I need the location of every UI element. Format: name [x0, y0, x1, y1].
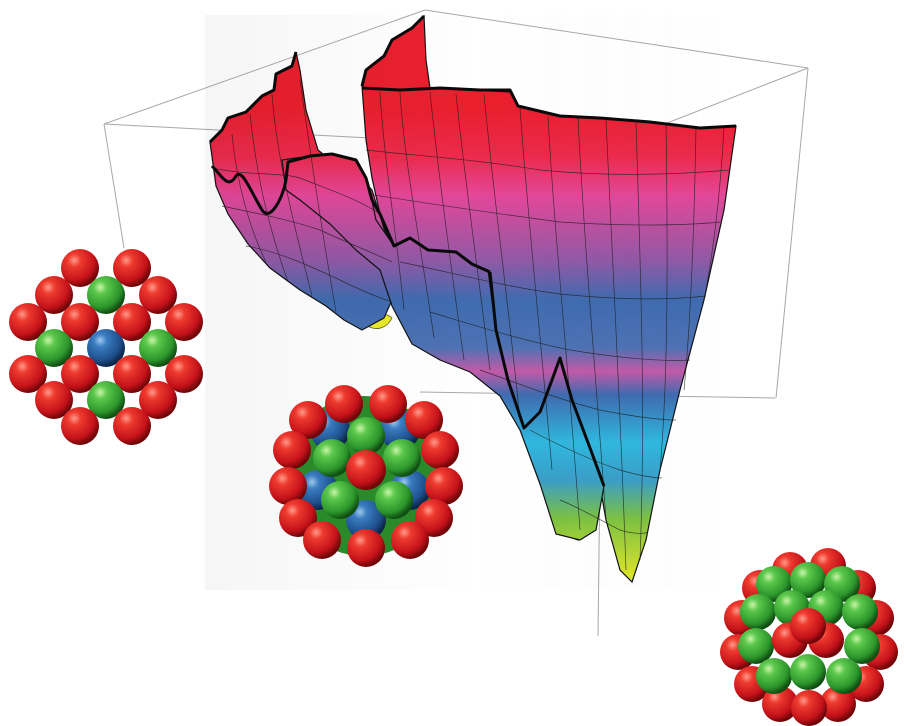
atom-red [9, 355, 47, 393]
surface-ridge-lines [208, 14, 737, 487]
atom-green [383, 439, 421, 477]
atom-green [740, 594, 776, 630]
atom-red [391, 521, 429, 559]
atom-red [820, 686, 856, 722]
atom-red [139, 381, 177, 419]
atom-green [790, 562, 826, 598]
atom-red [346, 450, 386, 490]
atom-red [289, 401, 327, 439]
atom-red [113, 249, 151, 287]
atom-red [762, 686, 798, 722]
atom-green [35, 329, 73, 367]
atom-green [826, 658, 862, 694]
atom-red [369, 385, 407, 423]
box-edge [775, 67, 809, 399]
atom-red [165, 303, 203, 341]
atom-green [347, 417, 385, 455]
atom-green [321, 481, 359, 519]
cluster-icosahedral-shell [269, 385, 463, 567]
cluster-hexagonal-layer [9, 249, 203, 445]
atom-red [35, 276, 73, 314]
atom-red [347, 529, 385, 567]
atom-red [113, 303, 151, 341]
atom-red [61, 355, 99, 393]
atom-green [738, 628, 774, 664]
atom-green [790, 654, 826, 690]
atom-green [375, 481, 413, 519]
atom-red [61, 249, 99, 287]
atom-green [313, 439, 351, 477]
atom-red [61, 303, 99, 341]
atom-blue [87, 329, 125, 367]
atom-red [303, 521, 341, 559]
atom-red [421, 431, 459, 469]
atom-red [269, 467, 307, 505]
atom-red [61, 407, 99, 445]
atom-red [425, 467, 463, 505]
atom-red [9, 303, 47, 341]
atom-red [791, 690, 827, 726]
atom-red [279, 499, 317, 537]
atom-red [113, 407, 151, 445]
atom-green [842, 594, 878, 630]
atom-red [273, 431, 311, 469]
cluster-compact-ball [720, 548, 898, 726]
atom-red [405, 401, 443, 439]
atom-red [139, 276, 177, 314]
atom-green [844, 628, 880, 664]
atom-red [35, 381, 73, 419]
atom-green [756, 658, 792, 694]
atom-green [87, 381, 125, 419]
atom-red [113, 355, 151, 393]
atom-green [87, 276, 125, 314]
surface-mesh-lines [211, 79, 731, 571]
box-edge [103, 123, 125, 249]
atom-red [790, 608, 826, 644]
atom-red [165, 355, 203, 393]
atom-red [415, 499, 453, 537]
atom-green [139, 329, 177, 367]
atom-red [325, 385, 363, 423]
